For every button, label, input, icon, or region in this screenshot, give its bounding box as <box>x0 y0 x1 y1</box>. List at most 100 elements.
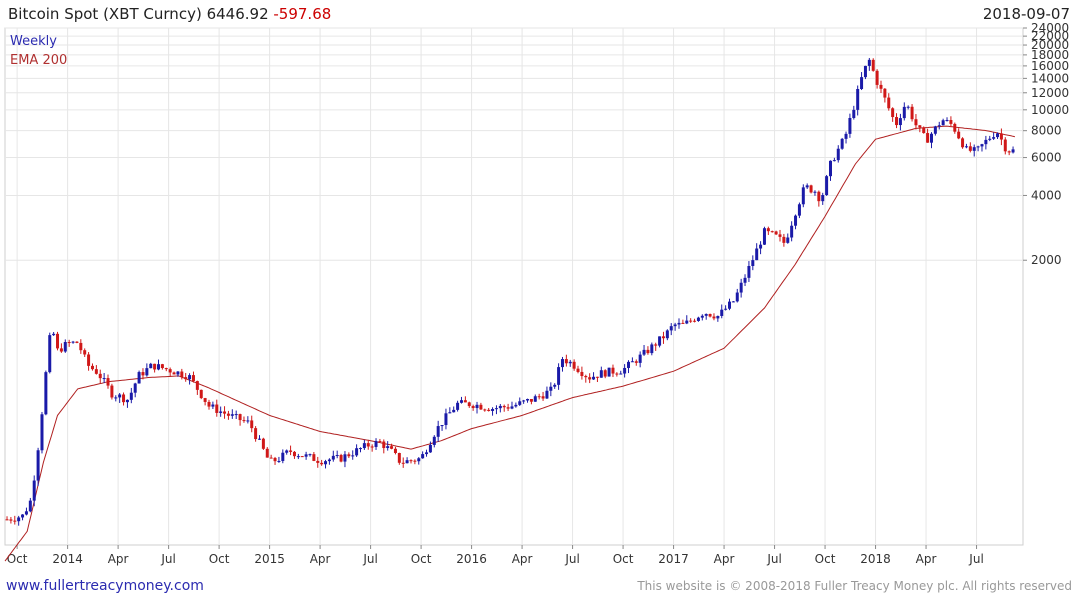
candle-body <box>125 399 129 403</box>
candle-body <box>518 401 522 405</box>
candle-body <box>312 454 316 461</box>
candle-body <box>673 324 677 327</box>
candle-body <box>634 361 638 363</box>
candle-body <box>607 367 611 377</box>
candle-body <box>417 458 421 462</box>
candle-body <box>553 384 557 387</box>
candle-body <box>428 444 432 453</box>
candle-body <box>28 500 32 512</box>
candle-body <box>961 138 965 148</box>
candle-body <box>203 398 207 402</box>
candle-body <box>790 225 794 238</box>
candle-body <box>160 364 164 369</box>
candle-body <box>17 517 21 522</box>
candle-body <box>957 131 961 139</box>
candle-body <box>261 438 265 449</box>
y-tick-label: 6000 <box>1031 151 1062 165</box>
candle-body <box>992 137 996 139</box>
candle-body <box>898 118 902 126</box>
candle-body <box>759 244 763 249</box>
candle-body <box>405 460 409 464</box>
candle-body <box>498 405 502 409</box>
candle-body <box>696 317 700 321</box>
candle-body <box>87 354 91 366</box>
candle-body <box>755 248 759 261</box>
candle-body <box>840 138 844 149</box>
candle-body <box>44 372 48 415</box>
candle-body <box>669 326 673 331</box>
candle-body <box>487 409 491 411</box>
candle-body <box>844 133 848 139</box>
candle-body <box>40 414 44 451</box>
candle-body <box>153 363 157 370</box>
candle-body <box>467 402 471 407</box>
candle-body <box>386 446 390 449</box>
candle-body <box>207 401 211 407</box>
candle-body <box>638 354 642 363</box>
candle-body <box>786 237 790 243</box>
candle-body <box>929 133 933 143</box>
candle-body <box>708 313 712 317</box>
candle-body <box>619 373 623 375</box>
candle-body <box>887 97 891 109</box>
candle-body <box>164 368 168 370</box>
candle-body <box>883 88 887 98</box>
candle-body <box>273 457 277 462</box>
candle-body <box>918 125 922 128</box>
candle-body <box>320 462 324 465</box>
candle-body <box>366 443 370 447</box>
candle-body <box>106 378 110 386</box>
candle-body <box>172 372 176 375</box>
candle-body <box>176 371 180 375</box>
candle-body <box>141 372 145 376</box>
candle-body <box>529 398 533 402</box>
candle-body <box>265 448 269 458</box>
x-tick-label: Jul <box>160 552 175 566</box>
candle-body <box>5 519 9 521</box>
candle-body <box>879 84 883 89</box>
legend-weekly: Weekly <box>10 34 57 49</box>
x-tick-label: Jul <box>362 552 377 566</box>
candle-body <box>1007 151 1011 153</box>
candle-body <box>658 336 662 346</box>
candle-body <box>413 460 417 462</box>
candle-body <box>514 404 518 407</box>
candle-body <box>122 394 126 403</box>
x-tick-label: Apr <box>512 552 533 566</box>
candle-body <box>250 420 254 429</box>
candle-body <box>856 88 860 110</box>
candle-body <box>751 260 755 267</box>
candle-body <box>436 426 440 437</box>
candle-body <box>63 342 67 352</box>
candle-body <box>817 191 821 202</box>
candle-body <box>933 126 937 134</box>
candle-body <box>615 373 619 375</box>
candle-body <box>848 117 852 134</box>
candle-body <box>234 414 238 416</box>
candle-body <box>246 420 250 422</box>
candle-body <box>693 320 697 322</box>
candle-body <box>716 315 720 319</box>
candle-body <box>409 460 413 462</box>
x-tick-label: Apr <box>916 552 937 566</box>
candle-body <box>230 414 234 416</box>
candle-body <box>327 459 331 462</box>
candle-body <box>59 348 63 352</box>
candle-body <box>712 316 716 319</box>
candle-body <box>67 342 71 344</box>
candle-body <box>689 320 693 322</box>
x-tick-label: 2015 <box>254 552 285 566</box>
candle-body <box>704 313 708 316</box>
candle-body <box>296 456 300 458</box>
site-link[interactable]: www.fullertreacymoney.com <box>6 578 204 594</box>
candle-body <box>118 394 122 398</box>
candle-body <box>448 412 452 414</box>
candle-body <box>937 125 941 127</box>
candle-body <box>999 133 1003 140</box>
candle-body <box>219 411 223 413</box>
candle-body <box>258 438 261 440</box>
candle-body <box>459 400 463 403</box>
candle-body <box>774 231 778 235</box>
candle-body <box>537 396 541 398</box>
